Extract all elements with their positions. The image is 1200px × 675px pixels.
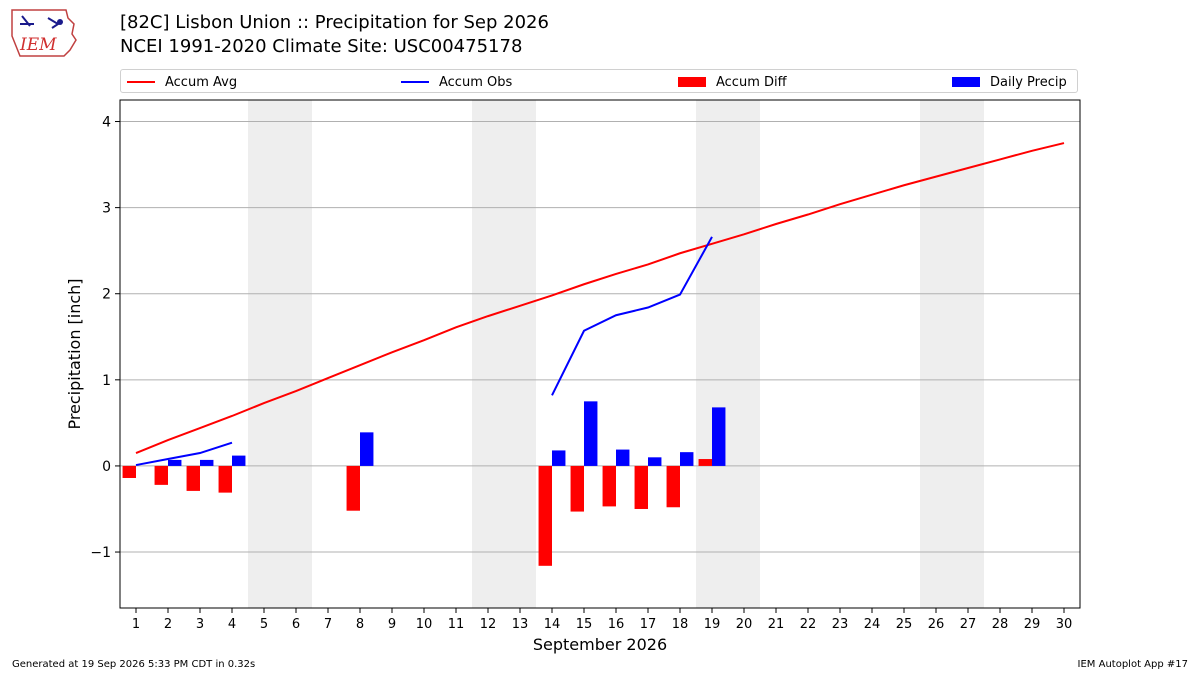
x-tick-label-9: 9 bbox=[388, 617, 396, 632]
daily-precip-bar-day-8 bbox=[360, 432, 374, 466]
x-tick-label-23: 23 bbox=[832, 617, 849, 632]
x-tick-label-14: 14 bbox=[544, 617, 561, 632]
daily-precip-bar-day-3 bbox=[200, 459, 214, 466]
x-tick-label-18: 18 bbox=[672, 617, 689, 632]
legend-item-accum-avg: Accum Avg bbox=[127, 73, 237, 91]
accum-diff-bar-day-2 bbox=[154, 465, 168, 485]
y-tick-label-1: 0 bbox=[102, 459, 111, 475]
accum-diff-bar-day-19 bbox=[698, 459, 712, 466]
x-tick-label-21: 21 bbox=[768, 617, 785, 632]
x-tick-label-3: 3 bbox=[196, 617, 204, 632]
chart-legend: Accum Avg Accum Obs Accum Diff Daily Pre… bbox=[120, 69, 1078, 93]
weekend-shade-2 bbox=[696, 100, 760, 608]
x-tick-label-6: 6 bbox=[292, 617, 300, 632]
x-tick-label-26: 26 bbox=[928, 617, 945, 632]
x-tick-label-5: 5 bbox=[260, 617, 268, 632]
x-tick-label-19: 19 bbox=[704, 617, 721, 632]
x-tick-label-27: 27 bbox=[960, 617, 977, 632]
x-tick-label-22: 22 bbox=[800, 617, 817, 632]
weekend-shade-3 bbox=[920, 100, 984, 608]
accum-diff-bar-day-4 bbox=[218, 465, 232, 493]
x-tick-label-28: 28 bbox=[992, 617, 1009, 632]
daily-precip-bar-day-2 bbox=[168, 459, 182, 466]
legend-swatch-accum-obs bbox=[401, 81, 429, 83]
x-tick-label-8: 8 bbox=[356, 617, 364, 632]
x-tick-label-17: 17 bbox=[640, 617, 657, 632]
x-tick-label-30: 30 bbox=[1056, 617, 1073, 632]
y-tick-label-0: −1 bbox=[90, 545, 111, 561]
x-tick-label-13: 13 bbox=[512, 617, 529, 632]
daily-precip-bar-day-4 bbox=[232, 455, 246, 466]
accum-diff-bar-day-15 bbox=[570, 465, 584, 512]
weekend-shade-1 bbox=[472, 100, 536, 608]
iem-logo: IEM bbox=[11, 9, 77, 57]
legend-label-accum-avg: Accum Avg bbox=[165, 74, 238, 90]
legend-item-daily-precip: Daily Precip bbox=[952, 73, 1067, 91]
x-tick-label-11: 11 bbox=[448, 617, 465, 632]
logo-text: IEM bbox=[19, 35, 57, 55]
footer-generated-text: Generated at 19 Sep 2026 5:33 PM CDT in … bbox=[12, 659, 256, 670]
daily-precip-bar-day-14 bbox=[552, 450, 566, 466]
daily-precip-bar-day-19 bbox=[712, 407, 726, 466]
x-tick-label-4: 4 bbox=[228, 617, 236, 632]
chart-title-line1: [82C] Lisbon Union :: Precipitation for … bbox=[120, 12, 549, 33]
legend-swatch-daily-precip bbox=[952, 77, 980, 87]
y-tick-label-4: 3 bbox=[102, 201, 111, 217]
x-tick-label-25: 25 bbox=[896, 617, 913, 632]
accum-diff-bar-day-8 bbox=[346, 465, 360, 511]
footer-app-text: IEM Autoplot App #17 bbox=[1077, 659, 1188, 670]
accum-obs-line-segment-1 bbox=[551, 236, 713, 396]
x-tick-label-20: 20 bbox=[736, 617, 753, 632]
accum-diff-bar-day-16 bbox=[602, 465, 616, 507]
x-tick-label-12: 12 bbox=[480, 617, 497, 632]
weekend-shade-0 bbox=[248, 100, 312, 608]
y-axis-label: Precipitation [inch] bbox=[65, 278, 84, 429]
x-axis-label: September 2026 bbox=[533, 635, 667, 654]
accum-diff-bar-day-1 bbox=[122, 465, 136, 478]
accum-diff-bar-day-3 bbox=[186, 465, 200, 491]
accum-obs-line-segment-0 bbox=[135, 441, 233, 467]
legend-label-accum-diff: Accum Diff bbox=[716, 74, 787, 90]
x-tick-label-15: 15 bbox=[576, 617, 593, 632]
x-tick-label-2: 2 bbox=[164, 617, 172, 632]
chart-title-line2: NCEI 1991-2020 Climate Site: USC00475178 bbox=[120, 36, 523, 57]
legend-swatch-accum-avg bbox=[127, 81, 155, 83]
legend-item-accum-obs: Accum Obs bbox=[401, 73, 512, 91]
x-tick-label-16: 16 bbox=[608, 617, 625, 632]
daily-precip-bar-day-16 bbox=[616, 449, 630, 466]
legend-item-accum-diff: Accum Diff bbox=[678, 73, 787, 91]
legend-label-accum-obs: Accum Obs bbox=[439, 74, 513, 90]
x-tick-label-10: 10 bbox=[416, 617, 433, 632]
x-tick-label-24: 24 bbox=[864, 617, 881, 632]
plot-frame bbox=[119, 99, 1081, 609]
legend-label-daily-precip: Daily Precip bbox=[990, 74, 1067, 90]
y-tick-label-5: 4 bbox=[102, 115, 111, 131]
accum-diff-bar-day-17 bbox=[634, 465, 648, 509]
y-tick-label-3: 2 bbox=[102, 287, 111, 303]
x-tick-label-29: 29 bbox=[1024, 617, 1041, 632]
daily-precip-bar-day-18 bbox=[680, 452, 694, 466]
daily-precip-bar-day-17 bbox=[648, 457, 662, 466]
legend-swatch-accum-diff bbox=[678, 77, 706, 87]
accum-diff-bar-day-18 bbox=[666, 465, 680, 508]
x-tick-label-1: 1 bbox=[132, 617, 140, 632]
y-tick-label-2: 1 bbox=[102, 373, 111, 389]
daily-precip-bar-day-15 bbox=[584, 401, 598, 466]
accum-diff-bar-day-14 bbox=[538, 465, 552, 566]
accum-avg-line bbox=[135, 142, 1065, 454]
x-tick-label-7: 7 bbox=[324, 617, 332, 632]
